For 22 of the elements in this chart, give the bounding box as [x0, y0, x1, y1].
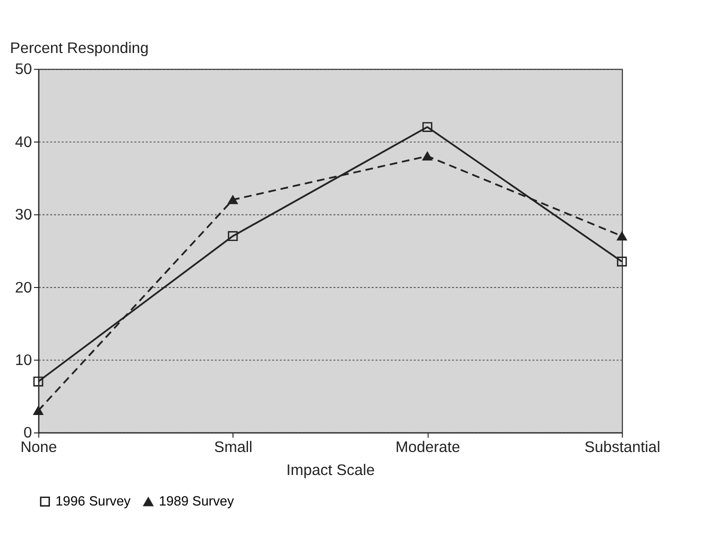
point	[228, 195, 238, 204]
x-tick-label: Substantial	[584, 439, 660, 456]
y-tick-label: 10	[15, 352, 32, 369]
y-tick-label: 50	[15, 61, 32, 78]
y-tick-label: 30	[15, 206, 32, 224]
legend-label: 1996 Survey	[55, 493, 131, 508]
point	[422, 152, 432, 160]
point	[33, 376, 44, 386]
legend-label: 1989 Survey	[158, 494, 234, 509]
y-tick-label: 0	[24, 424, 32, 442]
point	[33, 406, 44, 415]
point	[616, 256, 627, 267]
point	[616, 232, 627, 240]
x-tick-label: Moderate	[396, 439, 460, 456]
x-axis-title: Impact Scale	[286, 462, 375, 480]
x-tick-label: Small	[214, 439, 252, 456]
y-tick-label: 40	[15, 134, 32, 151]
point	[422, 122, 432, 132]
point	[228, 231, 238, 242]
x-tick-label: None	[20, 439, 58, 456]
y-axis-title: Percent Responding	[10, 40, 149, 58]
y-tick-label: 20	[15, 279, 32, 296]
